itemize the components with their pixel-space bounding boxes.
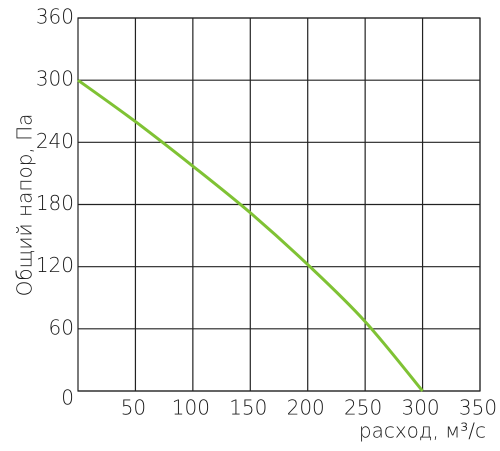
y-axis-label: Общий напор, Па xyxy=(13,114,37,297)
x-tick-label: 150 xyxy=(229,396,267,420)
x-tick-label: 100 xyxy=(172,396,210,420)
y-tick-label: 60 xyxy=(49,315,74,339)
x-tick-label: 300 xyxy=(401,396,439,420)
y-tick-label: 180 xyxy=(36,191,74,215)
y-tick-label: 0 xyxy=(61,386,74,410)
x-axis-label: расход, м³/с xyxy=(359,419,486,443)
x-tick-label: 250 xyxy=(344,396,382,420)
x-tick-label: 350 xyxy=(459,396,497,420)
y-tick-label: 120 xyxy=(36,253,74,277)
y-tick-label: 300 xyxy=(36,67,74,91)
x-tick-label: 50 xyxy=(121,396,146,420)
y-tick-label: 360 xyxy=(36,5,74,29)
x-tick-label: 200 xyxy=(287,396,325,420)
y-tick-label: 240 xyxy=(36,129,74,153)
data-line xyxy=(77,78,424,392)
